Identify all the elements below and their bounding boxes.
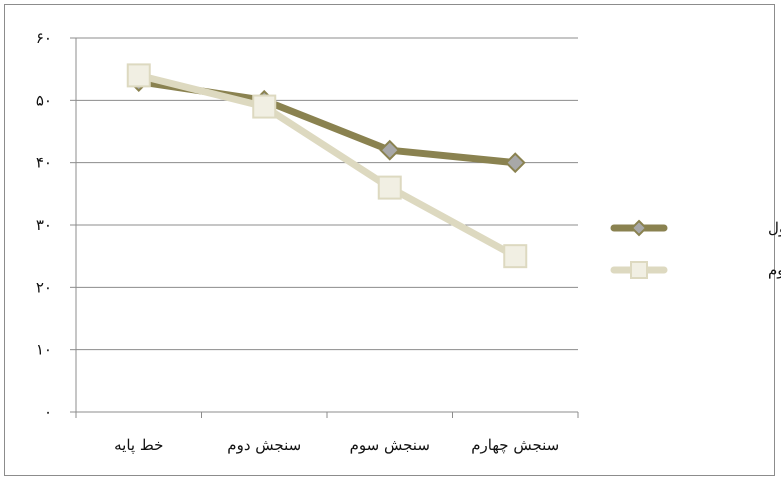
y-tick-label: ۳۰ <box>36 216 52 234</box>
x-tick-label: سنجش چهارم <box>471 436 559 454</box>
legend-label-1: آزمودنی اول <box>768 219 781 237</box>
y-tick-label: ۴۰ <box>36 154 52 172</box>
data-point-diamond <box>379 139 401 161</box>
gridlines <box>76 37 578 351</box>
data-point-square <box>126 63 151 88</box>
y-tick-label: ۶۰ <box>36 29 52 47</box>
y-axis-ticks: ۰ ۱۰ ۲۰ ۳۰ ۴۰ ۵۰ ۶۰ <box>36 29 52 421</box>
legend: آزمودنی اول آزمودنی دوم <box>610 219 781 279</box>
x-tick-label: سنجش سوم <box>350 436 430 454</box>
data-point-square <box>377 175 402 200</box>
series-line-2 <box>135 71 519 260</box>
data-point-square <box>503 244 528 269</box>
legend-label-2: آزمودنی دوم <box>768 261 781 279</box>
data-point-square <box>252 94 277 119</box>
x-tick-label: خط پایه <box>114 436 163 454</box>
y-tick-label: ۲۰ <box>36 278 52 296</box>
y-tick-label: ۵۰ <box>36 91 52 109</box>
axes <box>70 37 579 418</box>
x-axis-ticks: خط پایه سنجش دوم سنجش سوم سنجش چهارم <box>114 436 559 454</box>
legend-marker-square <box>630 261 648 279</box>
series-group <box>126 63 528 269</box>
x-tick-label: سنجش دوم <box>227 436 301 454</box>
data-point-diamond <box>504 152 526 174</box>
y-tick-label: ۰ <box>44 403 52 421</box>
y-tick-label: ۱۰ <box>36 341 52 359</box>
legend-marker-diamond <box>630 219 648 237</box>
